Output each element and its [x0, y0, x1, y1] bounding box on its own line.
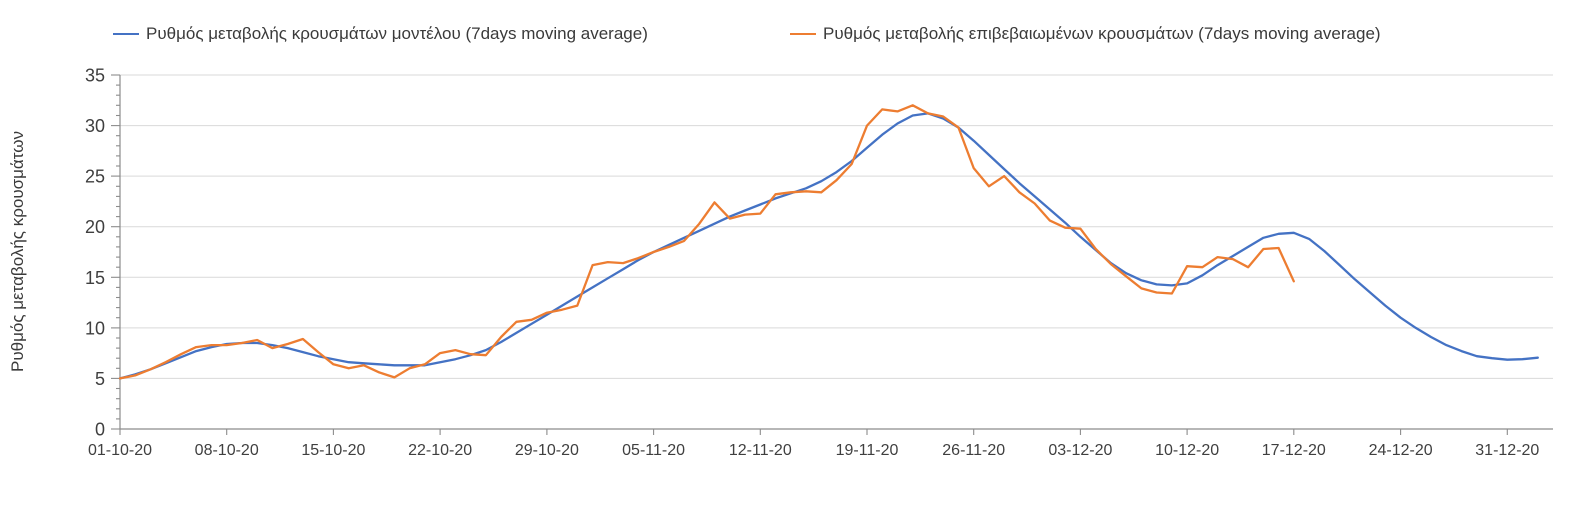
x-tick-label: 12-11-20: [729, 442, 792, 459]
x-tick-label: 22-10-20: [408, 442, 472, 459]
x-tick-label: 10-12-20: [1155, 442, 1219, 459]
x-tick-label: 08-10-20: [195, 442, 259, 459]
legend-line-swatch-model: [113, 33, 139, 35]
legend-label-confirmed: Ρυθμός μεταβολής επιβεβαιωμένων κρουσμάτ…: [823, 24, 1381, 43]
x-tick-label: 17-12-20: [1262, 442, 1326, 459]
x-tick-label: 15-10-20: [301, 442, 365, 459]
x-tick-label: 19-11-20: [836, 442, 899, 459]
series-line-confirmed: [118, 104, 1295, 380]
y-tick-label: 0: [95, 420, 105, 440]
legend-item-model: Ρυθμός μεταβολής κρουσμάτων μοντέλου (7d…: [113, 24, 648, 44]
legend-label-model: Ρυθμός μεταβολής κρουσμάτων μοντέλου (7d…: [146, 24, 648, 43]
y-tick-label: 5: [95, 369, 105, 389]
x-tick-label: 24-12-20: [1369, 442, 1433, 459]
y-tick-label: 20: [85, 217, 105, 237]
gridlines: [120, 74, 1553, 379]
x-tick-label: 29-10-20: [515, 442, 579, 459]
series-line-model: [118, 112, 1539, 380]
x-tick-label: 26-11-20: [942, 442, 1005, 459]
y-tick-label: 35: [85, 66, 105, 86]
x-tick-label: 31-12-20: [1475, 442, 1539, 459]
x-tick-label: 03-12-20: [1048, 442, 1112, 459]
y-tick-label: 30: [85, 116, 105, 136]
legend-item-confirmed: Ρυθμός μεταβολής επιβεβαιωμένων κρουσμάτ…: [790, 24, 1381, 44]
x-axis: 01-10-20 08-10-20 15-10-20 22-10-20 29-10-20…: [88, 428, 1553, 459]
y-axis: 0 5 10 15 20 25 30 35: [85, 66, 121, 440]
y-tick-label: 10: [85, 318, 105, 338]
x-tick-label: 05-11-20: [622, 442, 685, 459]
y-tick-label: 25: [85, 167, 105, 187]
y-tick-label: 15: [85, 268, 105, 288]
x-tick-label: 01-10-20: [88, 442, 152, 459]
legend-line-swatch-confirmed: [790, 33, 816, 35]
